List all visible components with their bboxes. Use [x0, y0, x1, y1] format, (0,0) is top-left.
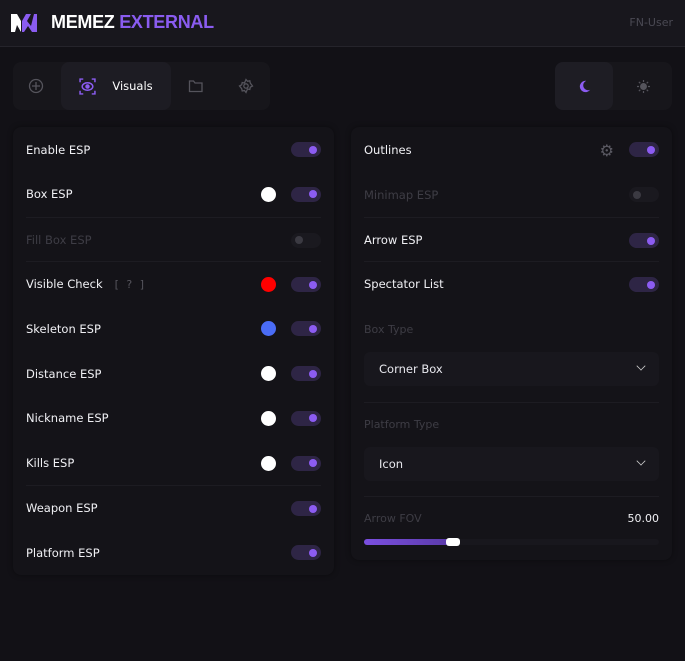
spectator-list-toggle[interactable] — [629, 277, 659, 292]
platform-esp-toggle[interactable] — [291, 545, 321, 561]
help-hint[interactable]: [ ? ] — [114, 277, 147, 291]
toggle-row-box-esp: Box ESP — [26, 172, 321, 217]
distance-esp-color-picker[interactable] — [261, 366, 276, 381]
toggle-row-kills-esp: Kills ESP — [26, 441, 321, 486]
platform-esp-label: Platform ESP — [26, 545, 100, 560]
toggle-row-arrow-esp: Arrow ESP — [364, 217, 659, 262]
brand-logo — [11, 14, 37, 32]
box-esp-color-picker[interactable] — [261, 186, 276, 202]
theme-toggle — [555, 62, 672, 110]
outlines-settings-gear-icon[interactable]: ⚙ — [599, 141, 614, 160]
arrow-fov-slider[interactable] — [364, 538, 659, 546]
kills-esp-label: Kills ESP — [26, 456, 75, 471]
moon-icon — [579, 80, 590, 92]
toggle-row-enable-esp: Enable ESP — [26, 127, 321, 172]
toggle-row-distance-esp: Distance ESP — [26, 351, 321, 396]
outlines-label: Outlines — [364, 142, 412, 157]
skeleton-esp-color-picker[interactable] — [261, 321, 276, 337]
crosshair-icon — [28, 78, 44, 94]
weapon-esp-toggle[interactable] — [291, 501, 321, 517]
header: MEMEZ EXTERNAL FN-User — [0, 0, 685, 47]
tab-settings[interactable] — [223, 62, 269, 110]
folder-icon — [188, 80, 203, 93]
tab-visuals-label: Visuals — [112, 79, 153, 93]
arrow-fov-value: 50.00 — [627, 512, 660, 525]
username: FN-User — [629, 16, 673, 29]
visible-check-toggle[interactable] — [291, 277, 321, 293]
arrow-esp-toggle[interactable] — [629, 233, 659, 248]
tab-visuals[interactable]: Visuals — [61, 62, 171, 110]
sun-icon — [636, 79, 650, 93]
nickname-esp-label: Nickname ESP — [26, 411, 109, 426]
toggle-row-nickname-esp: Nickname ESP — [26, 396, 321, 441]
slider-fill — [364, 539, 453, 545]
visible-check-color-picker[interactable] — [261, 277, 276, 293]
esp-panel-right: Outlines ⚙ Minimap ESP Arrow ESP Spectat… — [351, 127, 672, 560]
nickname-esp-color-picker[interactable] — [261, 410, 276, 426]
nickname-esp-toggle[interactable] — [291, 410, 321, 426]
toggle-row-visible-check: Visible Check [ ? ] — [26, 261, 321, 306]
eye-scan-icon — [79, 77, 97, 95]
toggle-row-skeleton-esp: Skeleton ESP — [26, 306, 321, 351]
toggle-row-fill-box-esp: Fill Box ESP — [26, 216, 321, 262]
enable-esp-label: Enable ESP — [26, 142, 91, 157]
skeleton-esp-label: Skeleton ESP — [26, 321, 101, 336]
toggle-row-outlines: Outlines ⚙ — [364, 127, 659, 172]
esp-panel-left: Enable ESP Box ESP Fill Box ESP Visible Che… — [13, 127, 334, 575]
fill-box-esp-toggle[interactable] — [291, 232, 321, 248]
toggle-row-weapon-esp: Weapon ESP — [26, 485, 321, 530]
divider — [364, 496, 659, 497]
box-type-value: Corner Box — [379, 362, 443, 376]
arrow-fov-label: Arrow FOV — [364, 512, 422, 525]
distance-esp-label: Distance ESP — [26, 366, 102, 381]
box-esp-toggle[interactable] — [291, 186, 321, 202]
box-type-label: Box Type — [364, 323, 414, 336]
brand-suffix: EXTERNAL — [119, 12, 214, 32]
outlines-toggle[interactable] — [629, 142, 659, 157]
fill-box-esp-label: Fill Box ESP — [26, 232, 92, 247]
kills-esp-toggle[interactable] — [291, 455, 321, 471]
toggle-row-platform-esp: Platform ESP — [26, 530, 321, 575]
skeleton-esp-toggle[interactable] — [291, 321, 321, 337]
kills-esp-color-picker[interactable] — [261, 455, 276, 471]
enable-esp-toggle[interactable] — [291, 142, 321, 157]
toggle-row-minimap-esp: Minimap ESP — [364, 172, 659, 217]
chevron-down-icon — [636, 456, 646, 466]
weapon-esp-label: Weapon ESP — [26, 501, 98, 516]
platform-type-label: Platform Type — [364, 418, 440, 431]
slider-handle[interactable] — [445, 538, 460, 546]
brand-name: MEMEZ — [51, 12, 115, 32]
gear-icon — [238, 78, 254, 94]
spectator-list-label: Spectator List — [364, 277, 444, 291]
distance-esp-toggle[interactable] — [291, 366, 321, 381]
minimap-esp-label: Minimap ESP — [364, 187, 439, 202]
divider — [364, 402, 659, 403]
visible-check-label: Visible Check — [26, 277, 103, 292]
light-theme-button[interactable] — [614, 62, 672, 110]
tab-configs[interactable] — [173, 62, 219, 110]
tab-bar: Visuals — [13, 62, 270, 110]
box-type-select[interactable]: Corner Box — [364, 352, 659, 386]
platform-type-select[interactable]: Icon — [364, 447, 659, 481]
chevron-down-icon — [636, 361, 646, 371]
box-esp-label: Box ESP — [26, 187, 73, 202]
toggle-row-spectator-list: Spectator List — [364, 261, 659, 306]
tab-aimbot[interactable] — [13, 62, 59, 110]
dark-theme-button[interactable] — [555, 62, 613, 110]
app-title: MEMEZ EXTERNAL — [51, 12, 214, 33]
minimap-esp-toggle[interactable] — [629, 187, 659, 202]
platform-type-value: Icon — [379, 457, 404, 471]
arrow-esp-label: Arrow ESP — [364, 233, 423, 247]
